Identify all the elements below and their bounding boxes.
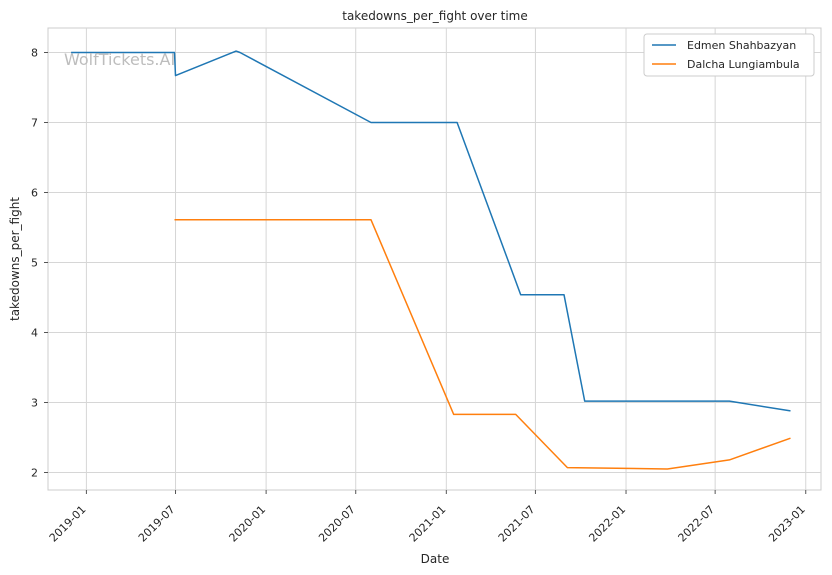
x-tick-label: 2019-07: [136, 503, 178, 545]
series-line-dalcha-lungiambula: [174, 219, 791, 470]
x-axis-label: Date: [421, 552, 450, 566]
y-tick-label: 4: [31, 327, 38, 340]
series-line-edmen-shahbazyan: [71, 50, 791, 412]
y-tick-label: 8: [31, 47, 38, 60]
x-tick-label: 2022-07: [676, 503, 718, 545]
y-axis-label: takedowns_per_fight: [8, 197, 22, 321]
y-tick-label: 6: [31, 187, 38, 200]
x-tick-label: 2019-01: [47, 503, 89, 545]
plot-area: [47, 27, 822, 491]
x-axis-ticks: 2019-01 2019-07 2020-01 2020-07 2021-01 2021-…: [47, 490, 808, 545]
legend-label-edmen-shahbazyan: Edmen Shahbazyan: [687, 39, 796, 52]
y-tick-label: 3: [31, 397, 38, 410]
y-tick-label: 5: [31, 257, 38, 270]
chart-title: takedowns_per_fight over time: [342, 9, 528, 23]
legend: Edmen Shahbazyan Dalcha Lungiambula: [643, 33, 815, 77]
y-tick-label: 2: [31, 467, 38, 480]
grid: [48, 28, 821, 490]
x-tick-label: 2021-07: [496, 503, 538, 545]
y-axis-ticks: 2 3 4 5 6 7 8: [31, 47, 48, 480]
watermark: WolfTickets.AI: [64, 50, 175, 69]
x-tick-label: 2022-01: [586, 503, 628, 545]
legend-label-dalcha-lungiambula: Dalcha Lungiambula: [687, 58, 800, 71]
y-tick-label: 7: [31, 117, 38, 130]
x-tick-label: 2021-01: [407, 503, 449, 545]
x-tick-label: 2020-01: [227, 503, 269, 545]
x-tick-label: 2020-07: [316, 503, 358, 545]
series-lines: [71, 50, 791, 470]
legend-box: [643, 33, 815, 77]
x-tick-label: 2023-01: [766, 503, 808, 545]
